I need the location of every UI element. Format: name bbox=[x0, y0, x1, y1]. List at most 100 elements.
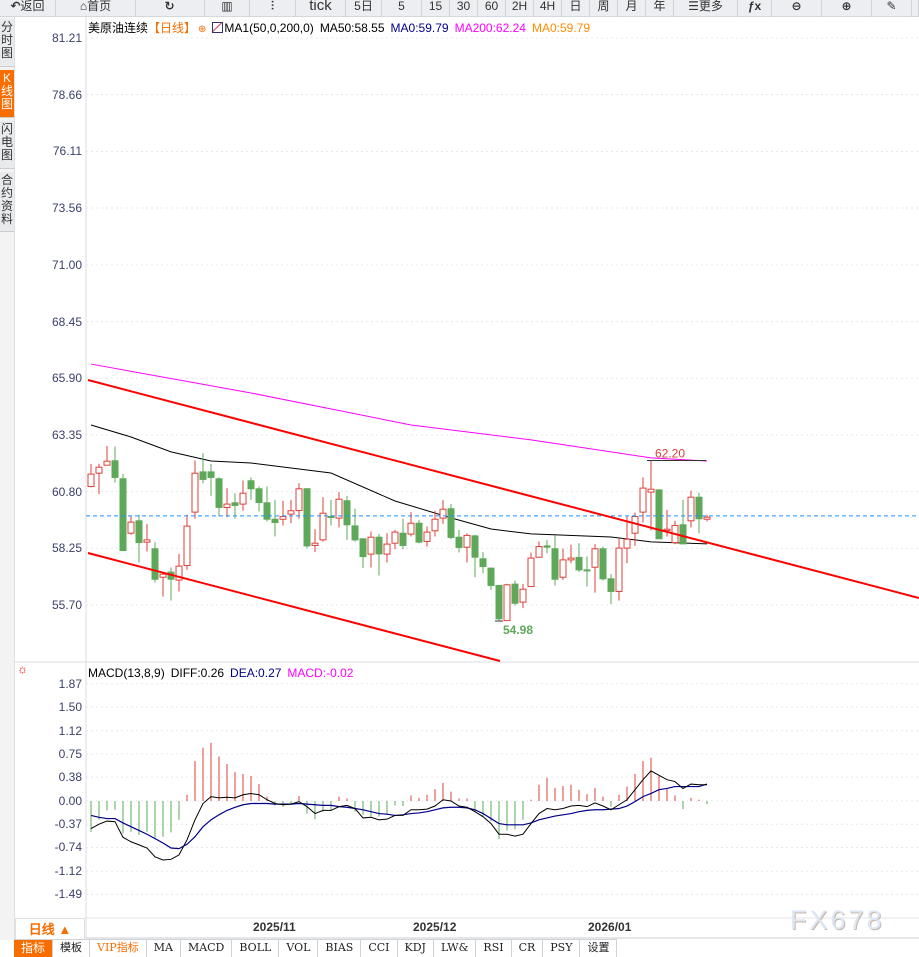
candle-body bbox=[335, 498, 343, 519]
toolbar-period-6-button[interactable]: 5日 bbox=[346, 0, 382, 17]
candle-body bbox=[607, 578, 615, 592]
toolbar-period-9-button[interactable]: 30 bbox=[450, 0, 478, 17]
candle-body bbox=[319, 512, 327, 541]
price-tick-label: 55.70 bbox=[51, 598, 82, 612]
candle bbox=[479, 552, 487, 574]
candle-body bbox=[375, 536, 383, 555]
candle-body bbox=[695, 496, 703, 520]
macd-settings-icon[interactable]: ☼ bbox=[17, 662, 28, 676]
candle-body bbox=[215, 478, 223, 508]
toolbar-zoom-in-button[interactable]: ⊕ bbox=[822, 0, 872, 17]
tab-5[interactable]: BOLL bbox=[232, 940, 280, 957]
candle-body bbox=[455, 536, 463, 548]
candle-body bbox=[343, 500, 351, 526]
candle-body bbox=[623, 538, 631, 549]
candle bbox=[399, 518, 407, 550]
diff-value: DIFF:0.26 bbox=[170, 666, 225, 680]
toolbar-refresh-button[interactable]: ↻ bbox=[135, 0, 205, 17]
toolbar-period-10-button[interactable]: 60 bbox=[478, 0, 506, 17]
sidebar-item-timeshare[interactable]: 分时图 bbox=[0, 19, 14, 67]
candlestick-icon: ⫶ bbox=[270, 0, 274, 13]
toolbar-period-8-button[interactable]: 15 bbox=[422, 0, 450, 17]
toolbar-label: 返回 bbox=[20, 0, 45, 13]
tab-2[interactable]: VIP指标 bbox=[90, 940, 147, 957]
dea-value: DEA:0.27 bbox=[230, 666, 282, 680]
toolbar-period-7-button[interactable]: 5 bbox=[382, 0, 422, 17]
tab-7[interactable]: BIAS bbox=[318, 940, 362, 957]
tab-3[interactable]: MA bbox=[146, 940, 181, 957]
candle-body bbox=[591, 548, 599, 568]
candle bbox=[271, 499, 279, 537]
high-price-label: 62.20 bbox=[655, 447, 685, 461]
toolbar-candlestick-button[interactable]: ⫶ bbox=[250, 0, 296, 17]
candle-body bbox=[679, 524, 687, 545]
toolbar-bar-chart-button[interactable]: ▥ bbox=[205, 0, 250, 17]
toolbar-period-16-button[interactable]: 年 bbox=[646, 0, 674, 17]
candle bbox=[135, 514, 143, 563]
ma200-line bbox=[90, 363, 708, 462]
toolbar-period-5-button[interactable]: tick bbox=[296, 0, 346, 17]
candle bbox=[559, 548, 567, 580]
sidebar-item-contract-info[interactable]: 合约资料 bbox=[0, 172, 14, 232]
candle-body bbox=[431, 518, 439, 532]
period-selector[interactable]: 日线 ▲ bbox=[15, 918, 85, 940]
settings-circle-icon[interactable]: ⊕ bbox=[198, 24, 207, 35]
toolbar-label: 2H bbox=[511, 0, 528, 13]
tab-13[interactable]: PSY bbox=[543, 940, 581, 957]
low-price-label: 54.98 bbox=[503, 623, 533, 637]
toolbar-fx-button[interactable]: ƒx bbox=[738, 0, 772, 17]
tab-10[interactable]: LW& bbox=[433, 940, 477, 957]
toolbar-period-14-button[interactable]: 周 bbox=[590, 0, 618, 17]
tab-6[interactable]: VOL bbox=[279, 940, 319, 957]
watermark: FX678 bbox=[790, 905, 885, 935]
candle bbox=[431, 510, 439, 537]
candle bbox=[239, 480, 247, 511]
candle-body bbox=[399, 532, 407, 546]
price-tick-label: 58.25 bbox=[51, 541, 82, 556]
candle-body bbox=[423, 531, 431, 542]
tab-12[interactable]: CR bbox=[511, 940, 544, 957]
tab-11[interactable]: RSI bbox=[476, 940, 512, 957]
symbol-name: 美原油连续 bbox=[88, 21, 149, 35]
tab-4[interactable]: MACD bbox=[180, 940, 233, 957]
ma-indicator-name[interactable]: MA1(50,0,200,0) bbox=[212, 21, 314, 35]
toolbar-period-12-button[interactable]: 4H bbox=[534, 0, 562, 17]
tab-14[interactable]: 设置 bbox=[580, 940, 618, 957]
toolbar-period-15-button[interactable]: 月 bbox=[618, 0, 646, 17]
candle bbox=[159, 571, 167, 597]
candle bbox=[375, 533, 383, 576]
toolbar-back-arrow-button[interactable]: ↶返回 bbox=[0, 0, 56, 17]
tab-8[interactable]: CCI bbox=[361, 940, 398, 957]
sidebar-item-flash[interactable]: 闪电图 bbox=[0, 121, 14, 169]
candle bbox=[191, 460, 199, 519]
toolbar-zoom-out-button[interactable]: ⊖ bbox=[772, 0, 822, 17]
tab-0[interactable]: 指标 bbox=[14, 940, 54, 957]
candle bbox=[127, 516, 135, 535]
price-legend: 美原油连续【日线】 ⊕ MA1(50,0,200,0) MA50:58.55 MA0:5… bbox=[88, 19, 596, 36]
candle bbox=[591, 544, 599, 593]
candle bbox=[303, 488, 311, 549]
candle bbox=[111, 446, 119, 483]
tab-1[interactable]: 模板 bbox=[53, 940, 91, 957]
candle-body bbox=[551, 548, 559, 580]
candle-body bbox=[391, 531, 399, 544]
sidebar-item-kline[interactable]: K线图 bbox=[0, 70, 14, 118]
candle bbox=[183, 514, 191, 570]
toolbar-period-13-button[interactable]: 日 bbox=[562, 0, 590, 17]
macd-tick-label: 1.12 bbox=[58, 723, 82, 738]
candle-body bbox=[559, 559, 567, 578]
candle-body bbox=[151, 548, 159, 580]
toolbar-home-button[interactable]: ⌂首页 bbox=[56, 0, 136, 17]
zoom-out-icon: ⊖ bbox=[791, 0, 802, 13]
toolbar-period-11-button[interactable]: 2H bbox=[506, 0, 534, 17]
candle bbox=[359, 538, 367, 569]
candle-body bbox=[567, 557, 575, 561]
toolbar-menu-button[interactable]: ☰更多 bbox=[674, 0, 738, 17]
tab-9[interactable]: KDJ bbox=[397, 940, 434, 957]
macd-tick-label: 0.00 bbox=[58, 794, 82, 808]
candle-body bbox=[95, 466, 103, 474]
candle bbox=[367, 531, 375, 568]
candle bbox=[383, 533, 391, 563]
toolbar-pen-button[interactable]: ✎ bbox=[872, 0, 912, 17]
